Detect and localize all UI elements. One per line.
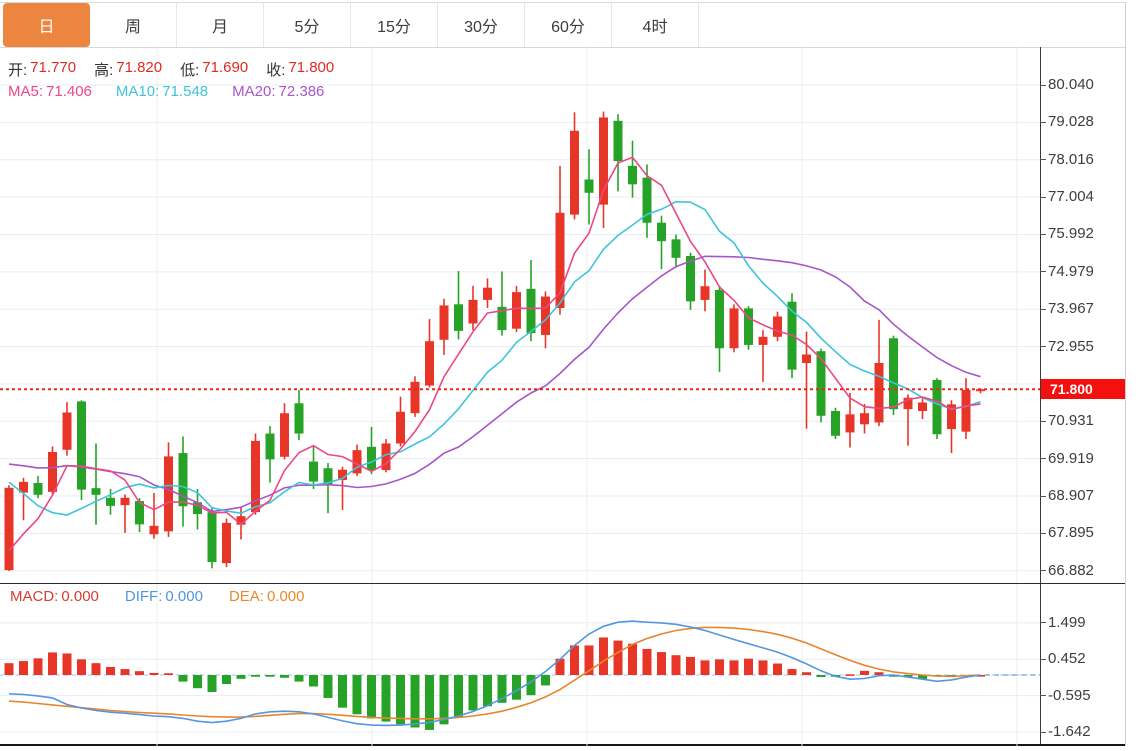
- price-axis-label-68.907: 68.907: [1048, 487, 1094, 505]
- tab-month[interactable]: 月: [177, 3, 264, 47]
- close-value: 71.800: [288, 59, 335, 76]
- price-axis-label-70.931: 70.931: [1048, 412, 1094, 430]
- price-axis-label-77.004-tick: [1040, 196, 1046, 198]
- macd-value: 0.000: [61, 588, 99, 605]
- ma10-label: MA10:: [115, 83, 160, 100]
- ma5-value: 71.406: [46, 83, 92, 100]
- outer-right-border: [1125, 2, 1126, 746]
- diff-value: 0.000: [165, 588, 203, 605]
- axis-line: [1040, 47, 1041, 746]
- open-value: 71.770: [30, 59, 77, 76]
- macd-chart[interactable]: [0, 584, 1040, 751]
- chart-bottom-border: [0, 744, 1125, 746]
- price-axis-label-72.955-tick: [1040, 346, 1046, 348]
- price-axis-label-78.016: 78.016: [1048, 150, 1094, 168]
- macd-readout: MACD: 0.000 DIFF: 0.000 DEA: 0.000: [10, 588, 305, 605]
- price-axis-label-67.895: 67.895: [1048, 524, 1094, 542]
- macd-axis-label--1.642: -1.642: [1048, 723, 1091, 741]
- tab-week[interactable]: 周: [90, 3, 177, 47]
- current-price-tag: 71.800: [1041, 379, 1125, 399]
- ma10-value: 71.548: [162, 83, 209, 100]
- close-label: 收:: [266, 62, 286, 79]
- ma20-label: MA20:: [232, 83, 276, 100]
- ma-readout: MA5: 71.406 MA10: 71.548 MA20: 72.386: [8, 83, 324, 100]
- price-axis-label-77.004: 77.004: [1048, 188, 1094, 206]
- low-value: 71.690: [202, 59, 249, 76]
- macd-axis-label-0.452: 0.452: [1048, 650, 1086, 668]
- price-axis-label-73.967-tick: [1040, 308, 1046, 310]
- diff-label: DIFF:: [124, 588, 163, 605]
- macd-axis-label-0.452-tick: [1040, 658, 1046, 660]
- ohlc-readout: 开: 71.770 高: 71.820 低: 71.690 收: 71.800: [8, 59, 334, 80]
- macd-axis-label--0.595: -0.595: [1048, 686, 1091, 704]
- tabbar-divider: [0, 47, 1125, 48]
- tab-4hour[interactable]: 4时: [612, 3, 699, 47]
- price-axis-label-74.979: 74.979: [1048, 262, 1094, 280]
- price-axis-label-80.040: 80.040: [1048, 76, 1094, 93]
- macd-axis-label-1.499: 1.499: [1048, 613, 1086, 631]
- dea-value: 0.000: [266, 588, 305, 605]
- price-axis-label-80.040-tick: [1040, 84, 1046, 86]
- high-label: 高:: [94, 62, 114, 79]
- price-axis-label-73.967: 73.967: [1048, 300, 1094, 318]
- tab-30min[interactable]: 30分: [438, 3, 525, 47]
- dea-label: DEA:: [228, 588, 264, 605]
- timeframe-tabbar: 日周月 5分 15分 30分 60分 4时: [0, 2, 1125, 47]
- price-axis-label-72.955: 72.955: [1048, 337, 1094, 355]
- price-axis-label-70.931-tick: [1040, 420, 1046, 422]
- price-axis-label-75.992-tick: [1040, 233, 1046, 235]
- price-axis-label-79.028-tick: [1040, 121, 1046, 123]
- tab-5min[interactable]: 5分: [264, 3, 351, 47]
- tab-day[interactable]: 日: [3, 3, 90, 47]
- price-axis-label-74.979-tick: [1040, 271, 1046, 273]
- open-label: 开:: [8, 62, 28, 79]
- price-axis-label-75.992: 75.992: [1048, 225, 1094, 243]
- price-axis-label-69.919: 69.919: [1048, 449, 1094, 467]
- price-axis-label-66.882-tick: [1040, 570, 1046, 572]
- tab-60min[interactable]: 60分: [525, 3, 612, 47]
- main-price-chart[interactable]: [0, 47, 1040, 588]
- price-axis-label-66.882: 66.882: [1048, 561, 1094, 579]
- price-axis-label-68.907-tick: [1040, 495, 1046, 497]
- price-axis-label-78.016-tick: [1040, 159, 1046, 161]
- high-value: 71.820: [116, 59, 163, 76]
- price-axis-label-69.919-tick: [1040, 458, 1046, 460]
- tab-15min[interactable]: 15分: [351, 3, 438, 47]
- macd-axis-label--1.642-tick: [1040, 731, 1046, 733]
- ma5-label: MA5:: [8, 83, 44, 100]
- pane-divider: [0, 583, 1125, 584]
- ma20-value: 72.386: [278, 83, 325, 100]
- macd-axis-label--0.595-tick: [1040, 695, 1046, 697]
- low-label: 低:: [180, 62, 200, 79]
- price-axis-label-67.895-tick: [1040, 532, 1046, 534]
- price-axis-label-79.028: 79.028: [1048, 113, 1094, 131]
- macd-label: MACD:: [10, 588, 59, 605]
- macd-axis-label-1.499-tick: [1040, 622, 1046, 624]
